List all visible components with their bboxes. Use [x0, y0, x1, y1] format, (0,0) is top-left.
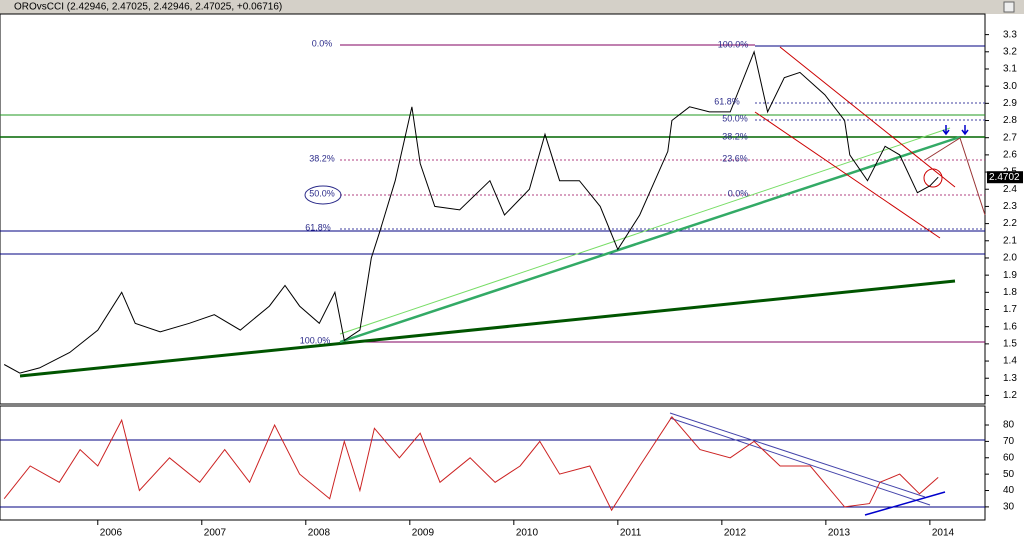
y-tick-label: 3.3	[1003, 29, 1017, 40]
price-line	[3, 50, 939, 374]
y-tick-label: 1.4	[1003, 356, 1017, 367]
y-tick-label: 1.8	[1003, 287, 1017, 298]
title-bar	[0, 0, 1024, 14]
x-tick-label: 2013	[828, 528, 851, 539]
x-tick-label: 2014	[932, 528, 955, 539]
fib-label: 23.6%	[722, 153, 748, 163]
fib-label: 50.0%	[309, 188, 335, 198]
fib-label: 61.8%	[714, 96, 740, 106]
fib-label: 100.0%	[300, 335, 331, 345]
trend-line	[669, 412, 926, 498]
fib-label: 38.2%	[309, 153, 335, 163]
y-tick-label: 2.7	[1003, 132, 1017, 143]
y-tick-label: 30	[1003, 502, 1015, 513]
y-tick-label: 2.6	[1003, 150, 1017, 161]
y-tick-label: 2.0	[1003, 253, 1017, 264]
y-tick-label: 2.9	[1003, 98, 1017, 109]
y-tick-label: 60	[1003, 452, 1015, 463]
x-tick-label: 2010	[516, 528, 539, 539]
y-tick-label: 1.3	[1003, 373, 1017, 384]
x-tick-label: 2006	[100, 528, 123, 539]
trend-line	[339, 135, 961, 344]
y-tick-label: 1.6	[1003, 321, 1017, 332]
y-tick-label: 2.4	[1003, 184, 1017, 195]
fib-label: 0.0%	[312, 38, 333, 48]
price-line	[3, 415, 939, 512]
y-tick-label: 3.2	[1003, 46, 1017, 57]
y-tick-label: 70	[1003, 436, 1015, 447]
x-tick-label: 2011	[620, 528, 642, 539]
y-tick-label: 80	[1003, 420, 1015, 431]
trend-line	[339, 127, 951, 335]
y-tick-label: 1.2	[1003, 390, 1017, 401]
x-tick-label: 2008	[308, 528, 331, 539]
y-tick-label: 3.0	[1003, 81, 1017, 92]
y-tick-label: 40	[1003, 485, 1015, 496]
x-tick-label: 2009	[412, 528, 435, 539]
fib-label: 0.0%	[728, 188, 749, 198]
projection	[924, 137, 986, 216]
price-panel	[0, 13, 986, 405]
y-tick-label: 2.8	[1003, 115, 1017, 126]
channel-line	[779, 46, 956, 188]
x-tick-label: 2012	[724, 528, 747, 539]
trend-line	[19, 279, 956, 378]
y-tick-label: 2.3	[1003, 201, 1017, 212]
fib-label: 38.2%	[722, 131, 748, 141]
indicator-panel	[0, 405, 986, 521]
y-tick-label: 1.7	[1003, 304, 1017, 315]
fib-label: 50.0%	[722, 113, 748, 123]
marker-ellipse	[304, 185, 342, 205]
marker-circle	[923, 168, 943, 188]
y-tick-label: 50	[1003, 469, 1015, 480]
trend-line	[864, 491, 946, 516]
y-tick-label: 1.5	[1003, 339, 1017, 350]
y-tick-label: 3.1	[1003, 64, 1017, 75]
scroll-button[interactable]	[1003, 1, 1015, 13]
trend-line	[669, 417, 931, 506]
y-tick-label: 2.1	[1003, 235, 1017, 246]
y-tick-label: 2.2	[1003, 218, 1017, 229]
last-value-label: 2.4702	[989, 172, 1020, 183]
overlays	[0, 44, 986, 516]
chart-title: OROvsCCI (2.42946, 2.47025, 2.42946, 2.4…	[14, 2, 282, 13]
fib-label: 100.0%	[718, 39, 749, 49]
x-tick-label: 2007	[204, 528, 227, 539]
channel-line	[754, 111, 941, 239]
fib-label: 61.8%	[305, 222, 331, 232]
last-value-box	[987, 171, 1023, 184]
arrow	[942, 125, 969, 136]
y-tick-label: 1.9	[1003, 270, 1017, 281]
